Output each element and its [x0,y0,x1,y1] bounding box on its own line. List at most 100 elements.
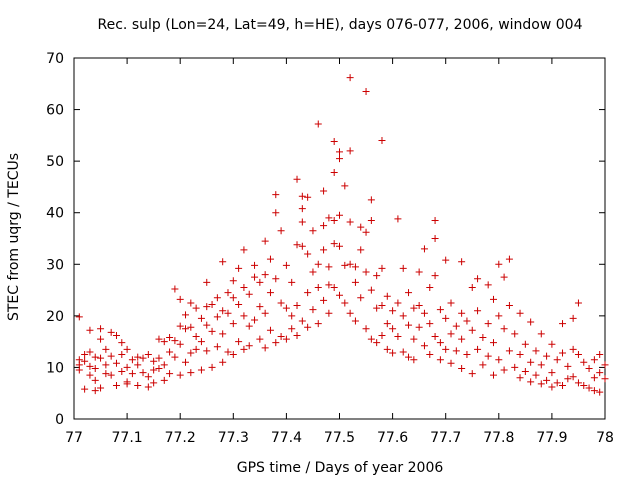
data-point [314,320,322,328]
data-point [383,320,391,328]
data-point [118,351,126,359]
data-point [330,138,338,146]
data-point [362,228,370,236]
data-point [91,376,99,384]
data-point [107,352,115,360]
data-point [123,380,131,388]
x-tick-label: 77 [65,430,83,446]
data-point [474,307,482,315]
data-point [479,334,487,342]
data-point [474,345,482,353]
data-point [155,335,163,343]
x-tick-label: 77.8 [483,430,514,446]
data-point [309,268,317,276]
data-point [245,322,253,330]
data-point [314,260,322,268]
data-point [442,345,450,353]
data-point [553,356,561,364]
x-axis-title: GPS time / Days of year 2006 [237,460,444,476]
data-point [277,332,285,340]
data-point [144,373,152,381]
data-point [261,237,269,245]
data-point [574,351,582,359]
data-point [134,353,142,361]
data-point [543,352,551,360]
data-point [543,376,551,384]
chart-title: Rec. sulp (Lon=24, Lat=49, h=HE), days 0… [98,17,583,33]
data-point [452,322,460,330]
data-point [463,317,471,325]
axis-ticks [73,57,606,420]
data-point [336,291,343,299]
data-point [336,211,343,219]
data-point [378,137,386,145]
data-point [166,348,174,356]
data-point [569,314,577,322]
data-point [394,299,402,307]
data-point [272,275,280,283]
data-point [203,321,211,329]
data-point [410,304,418,312]
data-point [213,294,221,302]
data-point [86,362,94,370]
data-point [203,347,211,355]
data-point [351,317,359,325]
data-point [112,381,120,389]
x-tick-label: 77.1 [112,430,143,446]
data-point [431,272,439,280]
data-point [176,295,184,303]
data-point [97,384,105,392]
data-point [580,381,588,389]
y-tick-label: 20 [46,309,64,325]
data-point [527,378,535,386]
data-point [219,307,227,315]
data-point [160,376,168,384]
data-point [500,366,508,374]
data-point [251,273,259,281]
data-point [219,330,227,338]
data-point [91,387,99,395]
data-point [256,335,264,343]
data-point [325,309,333,317]
data-point [208,301,216,309]
data-point [320,246,328,254]
x-tick-label: 77.4 [271,430,302,446]
data-point [458,364,466,372]
data-point [128,370,136,378]
data-point [176,322,184,330]
data-point [373,272,381,280]
data-point [548,383,556,391]
data-point [436,356,444,364]
data-point [458,258,466,266]
data-point [144,351,152,359]
data-point [378,302,386,310]
data-point [197,338,205,346]
data-point [468,370,476,378]
data-point [426,320,434,328]
data-point [224,348,232,356]
data-point [128,356,136,364]
data-point [118,339,126,347]
data-point [288,325,296,333]
data-point [314,120,322,128]
data-point [176,340,184,348]
data-point [516,351,524,359]
data-point [81,385,89,393]
data-point [474,275,482,283]
data-point [346,260,354,268]
data-point [505,347,513,355]
data-point [182,311,190,319]
data-point [484,352,492,360]
data-point [383,345,391,353]
data-point [293,331,301,339]
data-point [590,374,598,382]
data-point [559,320,567,328]
data-point [235,264,243,272]
x-tick-label: 77.6 [377,430,408,446]
data-point [182,325,190,333]
y-tick-label: 50 [46,154,64,170]
data-point [458,309,466,317]
data-point [75,366,83,374]
y-axis-title: STEC from uqrg / TECUs [6,153,22,321]
data-point [208,363,216,371]
